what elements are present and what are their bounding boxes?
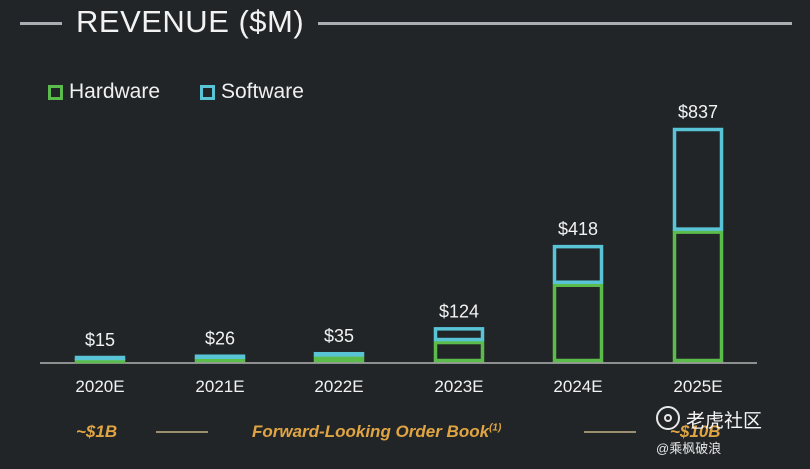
watermark-user: @乘枫破浪 — [656, 441, 722, 456]
bar-software-2024e — [552, 244, 604, 284]
order-book-rule-left — [156, 431, 208, 433]
total-label-2025e: $837 — [678, 102, 718, 122]
x-tick-2022e: 2022E — [314, 377, 363, 396]
x-tick-2025e: 2025E — [673, 377, 722, 396]
x-tick-2020e: 2020E — [75, 377, 124, 396]
watermark: 老虎社区 @乘枫破浪 — [656, 402, 796, 464]
watermark-name: 老虎社区 — [686, 411, 763, 432]
order-book-row: ~$1B Forward-Looking Order Book(1) ~$10B — [0, 418, 810, 448]
tiger-logo-icon — [656, 406, 680, 430]
bar-hardware-2024e — [552, 283, 604, 363]
title-row: REVENUE ($M) — [0, 0, 810, 50]
bar-software-2021e — [194, 354, 246, 359]
x-tick-2021e: 2021E — [195, 377, 244, 396]
x-tick-2023e: 2023E — [434, 377, 483, 396]
order-book-high: ~$10B — [670, 422, 721, 441]
legend-label-hardware: Hardware — [69, 80, 161, 103]
bar-software-2022e — [313, 351, 365, 357]
legend-swatch-software — [200, 85, 215, 100]
bar-chart: $15 2020E $26 2021E $35 2022E $124 2023E $418 202… — [40, 102, 757, 396]
order-book-label: Forward-Looking Order Book(1) — [252, 422, 501, 442]
bar-hardware-2020e — [74, 358, 126, 364]
total-label-2020e: $15 — [85, 330, 115, 350]
total-label-2023e: $124 — [439, 301, 479, 321]
bar-hardware-2025e — [672, 230, 724, 363]
order-book-label-text: Forward-Looking Order Book — [252, 422, 490, 441]
total-label-2024e: $418 — [558, 219, 598, 239]
order-book-footnote: (1) — [489, 422, 502, 434]
total-label-2021e: $26 — [205, 329, 235, 349]
title-rule-right — [318, 22, 792, 25]
x-tick-2024e: 2024E — [553, 377, 602, 396]
order-book-rule-right — [584, 431, 636, 433]
bar-software-2023e — [433, 327, 485, 342]
order-book-low: ~$1B — [76, 422, 118, 441]
chart-title: REVENUE ($M) — [76, 4, 305, 39]
legend-label-software: Software — [221, 80, 304, 103]
total-label-2022e: $35 — [324, 326, 354, 346]
bar-hardware-2021e — [194, 357, 246, 363]
bar-software-2020e — [74, 355, 126, 361]
legend-swatch-hardware — [48, 85, 63, 100]
title-rule-left — [20, 22, 62, 25]
bar-software-2025e — [672, 127, 724, 231]
bar-hardware-2022e — [313, 356, 365, 363]
bar-hardware-2023e — [433, 340, 485, 363]
